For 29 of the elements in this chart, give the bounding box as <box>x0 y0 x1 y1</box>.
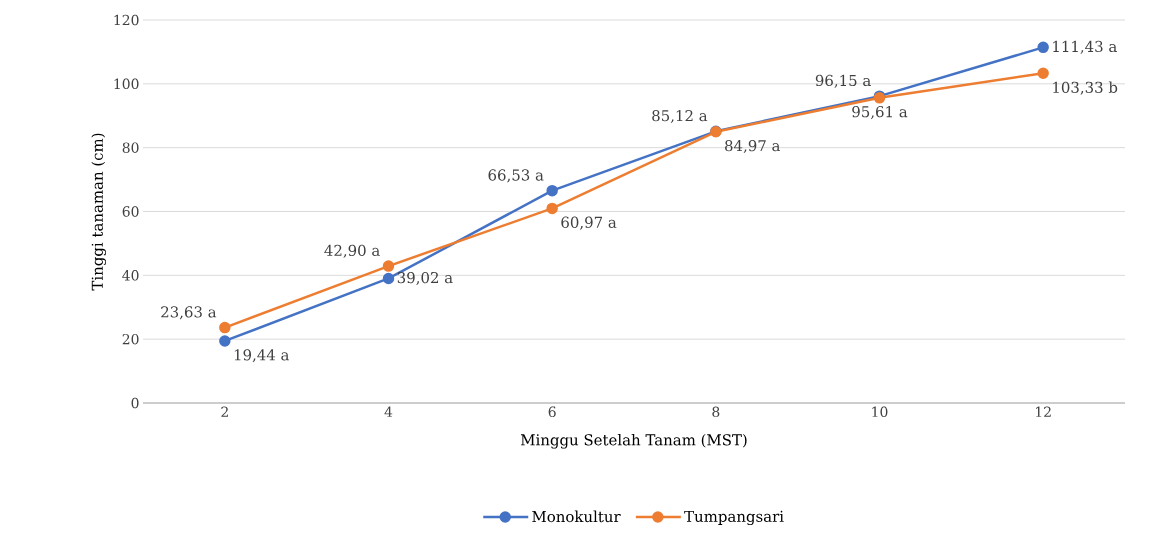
y-tick-label: 60 <box>122 206 139 217</box>
x-tick-label: 6 <box>548 406 556 418</box>
x-tick-label: 8 <box>712 406 720 418</box>
x-tick-label: 2 <box>221 406 228 417</box>
data-label: 39,02 a <box>397 271 453 286</box>
data-label: 60,97 a <box>561 216 617 230</box>
data-label: 42,90 a <box>324 244 380 258</box>
x-axis-title: Minggu Setelah Tanam (MST) <box>520 433 747 449</box>
y-axis-title: Tinggi tanaman (cm) <box>91 133 107 291</box>
data-label: 84,97 a <box>725 140 781 154</box>
data-label: 66,53 a <box>488 169 544 183</box>
data-label: 111,43 a <box>1053 40 1117 54</box>
y-tick-label: 0 <box>131 397 139 409</box>
data-label: 103,33 b <box>1053 81 1118 95</box>
x-tick-label: 12 <box>1036 406 1051 417</box>
data-label: 19,44 a <box>234 349 290 363</box>
data-label: 23,63 a <box>161 306 217 320</box>
x-tick-label: 4 <box>384 406 393 417</box>
y-tick-label: 80 <box>122 142 139 153</box>
y-tick-label: 20 <box>122 333 139 345</box>
data-label: 95,61 a <box>852 106 908 120</box>
y-tick-label: 120 <box>114 14 139 26</box>
data-label: 96,15 a <box>815 74 871 88</box>
data-label: 85,12 a <box>652 109 708 124</box>
y-tick-label: 100 <box>114 78 139 90</box>
x-tick-label: 10 <box>872 406 888 418</box>
legend-label: Tumpangsari <box>684 510 784 526</box>
y-tick-label: 40 <box>122 270 139 281</box>
legend-label: Monokultur <box>532 510 621 523</box>
